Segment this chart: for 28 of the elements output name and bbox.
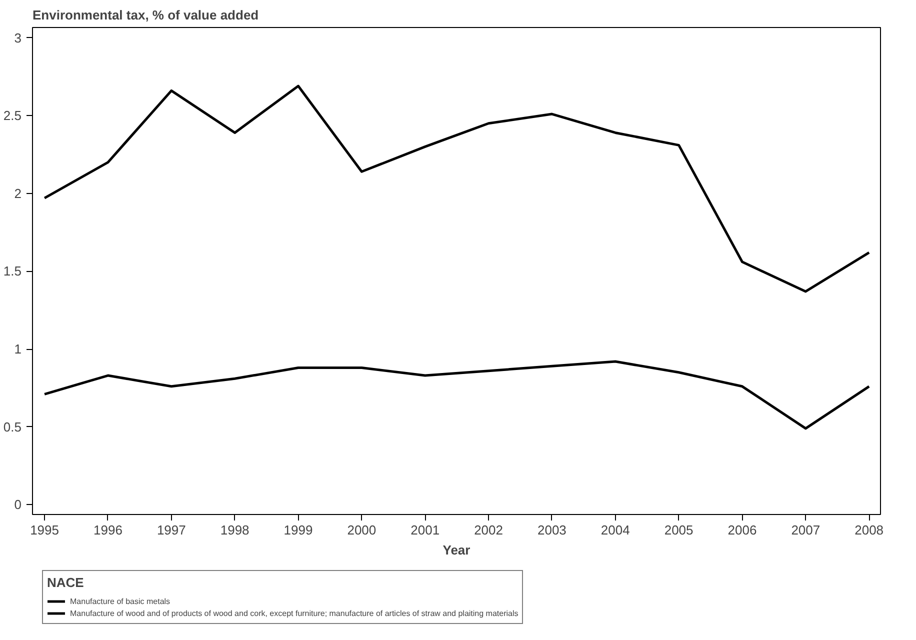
x-tick-label: 2001 <box>410 522 440 538</box>
y-tick-label: 1.5 <box>3 264 22 279</box>
line-series <box>43 84 870 293</box>
x-tick-label: 2003 <box>537 522 566 538</box>
chart-title: Environmental tax, % of value added <box>32 8 259 22</box>
x-tick-label: 2005 <box>664 522 694 538</box>
x-tick-label: 1998 <box>220 522 250 538</box>
y-tick-label: 2.5 <box>3 108 22 124</box>
y-tick-label: 3 <box>14 30 22 46</box>
x-tick-label: 2007 <box>791 522 820 538</box>
x-axis-title: Year <box>442 542 470 558</box>
x-tick-label: 2002 <box>474 522 503 538</box>
y-tick-label: 0.5 <box>3 419 22 434</box>
x-tick-label: 2006 <box>728 522 757 538</box>
legend-label: Manufacture of wood and of products of wood and cork, except furniture; manufacture of articles of straw and plaiting materials <box>70 608 518 619</box>
y-tick-label: 1 <box>14 342 22 357</box>
legend-label: Manufacture of basic metals <box>70 596 170 607</box>
x-tick-label: 1999 <box>284 522 313 538</box>
x-tick-label: 2004 <box>600 522 630 538</box>
legend-title: NACE <box>47 575 85 590</box>
x-tick-label: 1996 <box>94 522 122 538</box>
y-tick-label: 0 <box>14 497 22 512</box>
y-tick-label: 2 <box>14 186 22 201</box>
line-series <box>43 360 870 430</box>
x-tick-label: 2000 <box>347 522 376 538</box>
x-tick-label: 1997 <box>156 522 186 538</box>
x-tick-label: 1995 <box>30 522 60 538</box>
x-tick-label: 2008 <box>854 522 884 538</box>
